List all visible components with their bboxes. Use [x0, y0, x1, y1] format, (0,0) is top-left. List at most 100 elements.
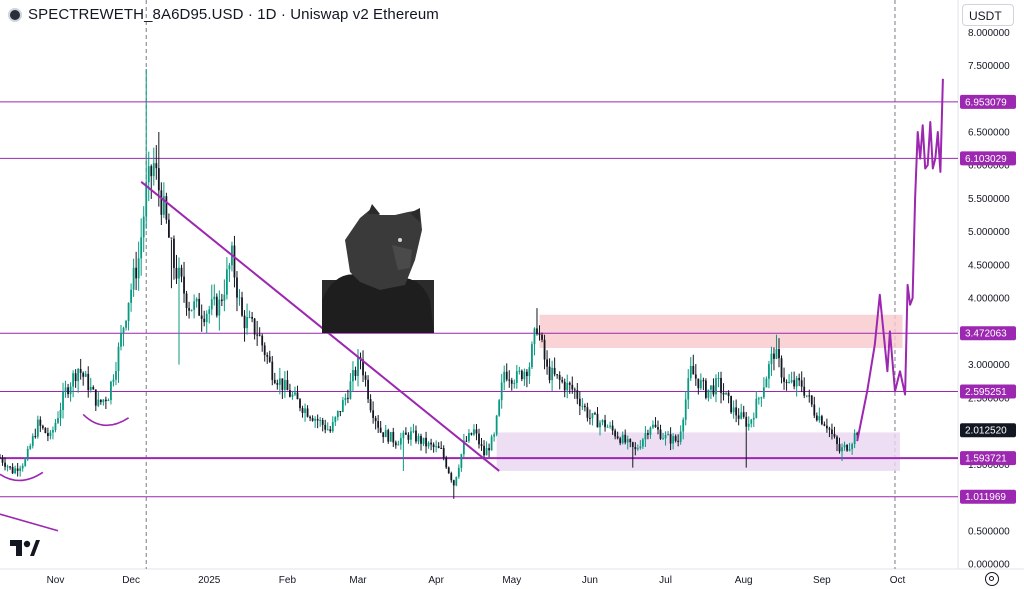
candle-body: [34, 435, 37, 437]
candle-body: [372, 410, 375, 418]
candle-body: [573, 389, 576, 391]
candle-body: [334, 417, 337, 423]
candle-body: [185, 293, 188, 309]
candle-body: [283, 380, 286, 390]
candle-body: [488, 448, 490, 451]
level-price-badge: [960, 94, 1016, 109]
price-tick-label: 0.500000: [968, 526, 1010, 537]
candle-body: [662, 438, 664, 440]
candle-body: [248, 316, 251, 318]
candle-body: [168, 219, 170, 238]
candle-body: [760, 397, 763, 399]
candle-body: [629, 439, 632, 443]
time-tick-label: May: [502, 575, 521, 586]
candle-body: [52, 430, 54, 433]
candle-body: [243, 315, 246, 329]
time-tick-label: Aug: [735, 575, 753, 586]
time-tick-label: Jun: [582, 575, 598, 586]
candle-body: [538, 334, 541, 336]
candle-body: [339, 410, 342, 412]
candle-body: [150, 166, 153, 177]
candle-body: [831, 429, 833, 435]
candle-body: [115, 371, 117, 380]
candle-body: [301, 408, 304, 413]
candle-body: [278, 378, 281, 385]
candle-body: [828, 428, 831, 430]
candle-body: [722, 392, 725, 395]
candle-body: [208, 309, 211, 314]
candle-body: [296, 392, 299, 400]
candle-body: [387, 430, 390, 442]
candle-body: [505, 371, 508, 380]
candle-body: [354, 370, 357, 376]
zone-layer: [496, 314, 903, 471]
candle-body: [737, 415, 740, 419]
candle-body: [236, 277, 238, 298]
candle-body: [710, 385, 712, 390]
currency-button[interactable]: USDT: [962, 4, 1014, 26]
time-axis[interactable]: Nov Dec 2025 Feb Mar Apr May Jun Jul Aug Sep Oct: [47, 575, 906, 586]
level-price-badge: [960, 326, 1016, 341]
settings-icon[interactable]: [985, 572, 999, 586]
candle-body: [369, 399, 372, 411]
candle-body: [238, 297, 241, 299]
candle-body: [94, 389, 97, 406]
candle-body: [329, 429, 332, 432]
candle-body: [647, 433, 649, 435]
candle-body: [641, 439, 644, 447]
symbol-logo-icon: [8, 7, 22, 22]
price-tick-label: 4.500000: [968, 260, 1010, 271]
candle-body: [775, 349, 778, 359]
candle-body: [551, 367, 554, 381]
candle-body: [563, 381, 566, 391]
candle-body: [513, 382, 516, 384]
candle-body: [223, 294, 226, 301]
candle-body: [699, 380, 702, 389]
arc-annotation: [82, 413, 130, 427]
candle-body: [402, 432, 405, 439]
candle-body: [624, 434, 627, 443]
candle-body: [132, 267, 135, 290]
candle-body: [145, 182, 148, 217]
candle-body: [707, 389, 710, 398]
candle-body: [266, 354, 269, 357]
tradingview-logo-icon[interactable]: [10, 539, 40, 562]
candle-body: [9, 466, 11, 468]
arc-annotation: [0, 471, 44, 482]
candle-body: [851, 444, 854, 450]
price-axis[interactable]: 8.0000007.5000007.0000006.5000006.000000…: [968, 28, 1010, 571]
support-zone: [496, 432, 901, 471]
candle-body: [793, 380, 796, 387]
candle-body: [667, 434, 669, 436]
candle-body: [382, 432, 385, 438]
candle-body: [271, 361, 274, 380]
candle-body: [838, 444, 841, 452]
candle-body: [162, 196, 165, 215]
candle-body: [47, 432, 49, 437]
candle-body: [478, 433, 480, 445]
candle-body: [634, 446, 637, 450]
chart-title: SPECTREWETH_8A6D95.USD · 1D · Uniswap v2…: [28, 6, 439, 23]
candle-body: [84, 373, 87, 377]
candle-body: [215, 296, 218, 316]
candle-body: [581, 405, 584, 407]
candle-body: [601, 420, 604, 423]
candle-body: [256, 334, 259, 336]
candle-body: [104, 399, 107, 402]
candle-body: [74, 373, 77, 382]
candle-body: [518, 370, 521, 372]
candle-body: [261, 335, 264, 346]
candle-body: [468, 433, 470, 442]
candle-body: [541, 334, 543, 340]
candle-body: [856, 433, 859, 435]
candle-body: [1, 457, 4, 463]
candle-body: [14, 468, 17, 474]
candle-body: [437, 446, 440, 448]
price-tick-label: 3.000000: [968, 360, 1010, 371]
candle-body: [57, 418, 59, 423]
candle-body: [218, 299, 221, 316]
candle-body: [818, 416, 821, 421]
candle-body: [77, 368, 80, 382]
candle-body: [331, 422, 334, 432]
